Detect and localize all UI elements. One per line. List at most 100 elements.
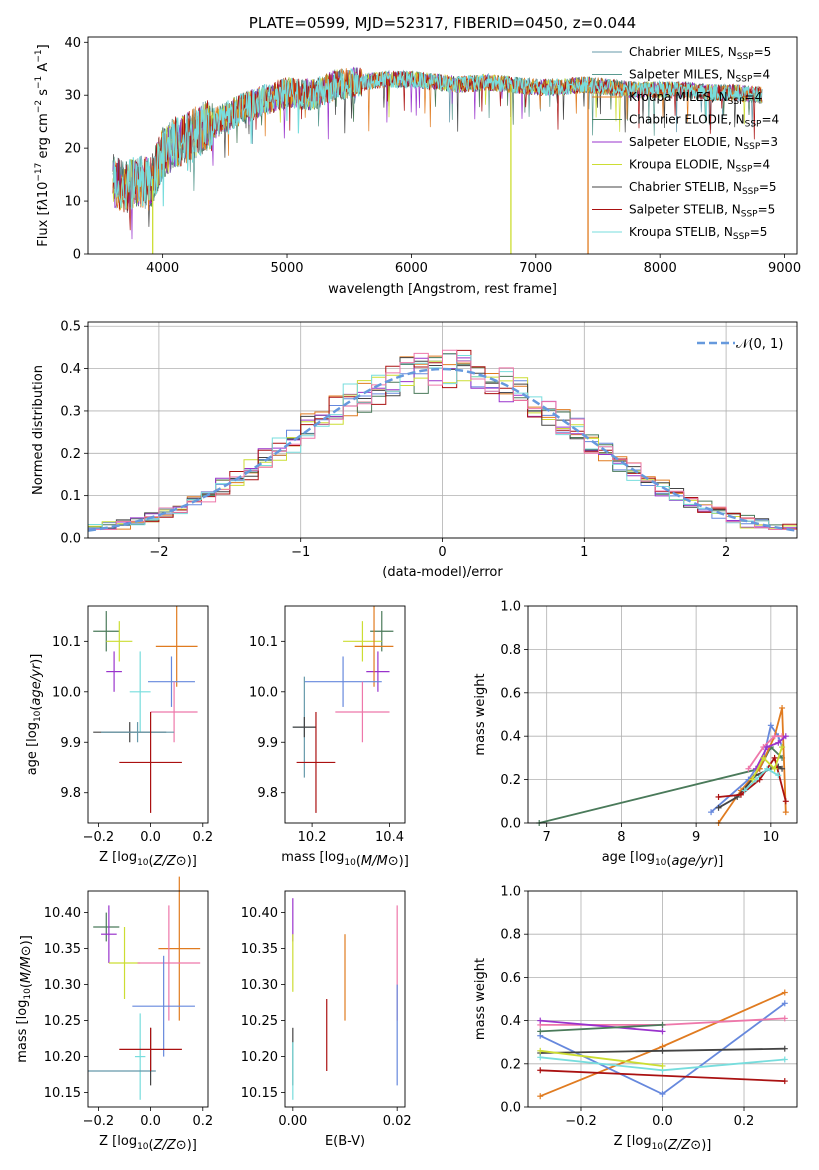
label-part: )]	[19, 935, 34, 945]
y-axis-label: mass weight	[473, 958, 488, 1040]
x-tick-label: 6000	[395, 261, 428, 276]
x-tick-label: 4000	[146, 261, 179, 276]
label-part: 10	[652, 1142, 664, 1152]
y-tick-label: 20	[64, 142, 81, 157]
x-axis-label: Z [log10(Z/Z⊙)]	[99, 1134, 197, 1153]
x-tick-label: 2	[722, 545, 730, 560]
y-tick-label: 10	[64, 195, 81, 210]
mass_vs_EBV-panel: 0.00 0.02 10.15 10.20 10.25 10.30 10.35 10.40 E(…	[241, 890, 412, 1149]
weight_vs_Z-panel: −0.2 0.0 0.2 0.0 0.2 0.4 0.6 0.8 1.0 Z [log10(Z/Z…	[473, 885, 798, 1153]
x-tick-label: −0.2	[83, 830, 115, 845]
y-tick-label: 10.35	[44, 942, 81, 957]
weight-line	[540, 1069, 785, 1082]
x-tick-label: −0.2	[565, 1114, 597, 1129]
label-part: mass [log	[15, 1000, 30, 1063]
x-axis-label: (data-model)/error	[382, 565, 503, 580]
x-axis-label: Z [log10(Z/Z⊙)]	[99, 850, 197, 869]
y-tick-label: 0.6	[500, 971, 521, 986]
weight-line	[744, 767, 779, 792]
label-part: (	[666, 854, 671, 869]
y-tick-label: 0.5	[60, 320, 81, 335]
x-tick-label: 0.02	[383, 1114, 412, 1129]
y-tick-label: 10.35	[241, 942, 278, 957]
y-axis-label: age [log10(age/yr)]	[25, 654, 44, 776]
y-axis-label: mass weight	[473, 673, 488, 755]
label-part: (	[356, 854, 361, 869]
y-tick-label: 0.4	[500, 730, 521, 745]
x-tick-label: 10.4	[375, 830, 404, 845]
x-tick-label: 0.2	[192, 1114, 213, 1129]
x-tick-label: 8	[617, 830, 625, 845]
label-part: 10	[137, 858, 149, 868]
weight-line	[540, 1024, 663, 1033]
y-tick-label: 9.8	[257, 786, 278, 801]
label-part: Z/Z⊙	[153, 854, 187, 869]
label-part: (	[149, 854, 154, 869]
y-tick-label: 0.6	[500, 686, 521, 701]
label-part: 10	[23, 988, 33, 1000]
label-part: age [log	[25, 722, 40, 775]
axes-frame	[284, 605, 406, 824]
label-part: )]	[187, 854, 197, 869]
y-tick-label: 0.3	[60, 404, 81, 419]
legend-label: Salpeter ELODIE, NSSP=3	[629, 135, 778, 152]
legend-label: Chabrier MILES, NSSP=5	[629, 45, 771, 62]
weight-line	[540, 1049, 663, 1067]
y-tick-label: 10.30	[44, 978, 81, 993]
axes-frame	[284, 890, 406, 1108]
label-part: 10	[33, 710, 43, 722]
label-part: )]	[713, 854, 723, 869]
y-tick-label: 9.9	[257, 736, 278, 751]
y-tick-label: 10.25	[44, 1014, 81, 1029]
y-tick-label: 10.0	[249, 685, 278, 700]
x-tick-label: 8000	[644, 261, 677, 276]
label-part: (	[19, 983, 34, 988]
label-part: Z [log	[614, 1134, 652, 1149]
y-tick-label: 10.0	[52, 685, 81, 700]
label-part: 10	[344, 858, 356, 868]
x-tick-label: −1	[291, 545, 310, 560]
axes-frame	[527, 890, 798, 1108]
y-tick-label: 10.1	[249, 635, 278, 650]
axes-frame	[87, 605, 209, 824]
y-tick-label: 10.20	[44, 1050, 81, 1065]
label-part: age [log	[602, 850, 655, 865]
y-tick-label: 40	[64, 36, 81, 51]
x-tick-label: 7000	[519, 261, 552, 276]
y-tick-label: 0.8	[500, 643, 521, 658]
label-part: 10	[655, 858, 667, 868]
x-tick-label: 1	[580, 545, 588, 560]
y-tick-label: 10.20	[241, 1050, 278, 1065]
y-tick-label: 9.8	[60, 786, 81, 801]
weight-line	[751, 746, 783, 781]
residuals-panel: −2 −1 0 1 2 0.0 0.1 0.2 0.3 0.4 0.5 𝒩(0, 1) (data-mo…	[31, 320, 798, 580]
y-axis-label: mass [log10(M/M⊙)]	[15, 935, 34, 1063]
histogram-step	[88, 349, 797, 530]
label-part: (	[29, 706, 44, 711]
legend-label: Chabrier STELIB, NSSP=5	[629, 180, 777, 197]
y-tick-label: 0.2	[500, 1057, 521, 1072]
x-axis-label: E(B-V)	[325, 1134, 365, 1149]
x-axis-label: mass [log10(M/M⊙)]	[281, 850, 409, 869]
x-tick-label: 0	[438, 545, 446, 560]
label-part: )]	[29, 654, 44, 664]
y-tick-label: 10.15	[241, 1086, 278, 1101]
label-part: Z [log	[99, 1134, 137, 1149]
legend-label: Kroupa ELODIE, NSSP=4	[629, 158, 770, 175]
x-axis-label: wavelength [Angstrom, rest frame]	[328, 282, 557, 297]
x-tick-label: 9000	[768, 261, 801, 276]
label-part: (	[663, 1138, 668, 1153]
legend-label: 𝒩(0, 1)	[736, 337, 783, 352]
x-tick-label: 9	[692, 830, 700, 845]
y-tick-label: 10.40	[241, 906, 278, 921]
x-tick-label: 0.00	[278, 1114, 307, 1129]
label-part: )]	[399, 854, 409, 869]
label-part: )]	[701, 1138, 711, 1153]
x-tick-label: 0.2	[192, 830, 213, 845]
y-tick-label: 10.1	[52, 635, 81, 650]
weight-line	[747, 735, 783, 770]
y-tick-label: 30	[64, 89, 81, 104]
x-tick-label: 10	[763, 830, 780, 845]
y-tick-label: 10.30	[241, 978, 278, 993]
y-tick-label: 0.4	[500, 1014, 521, 1029]
